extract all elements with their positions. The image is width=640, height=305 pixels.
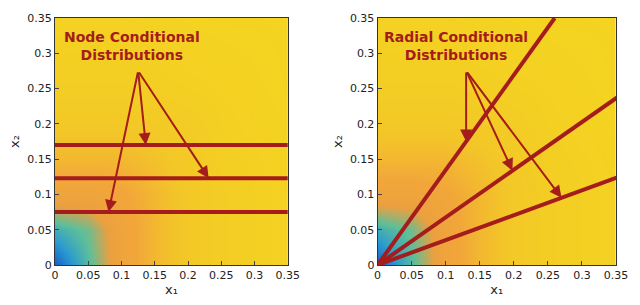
- svg-text:0.2: 0.2: [357, 118, 375, 131]
- svg-text:0.2: 0.2: [505, 269, 523, 282]
- svg-text:0: 0: [367, 259, 374, 272]
- svg-text:x₂: x₂: [330, 135, 345, 148]
- svg-text:0: 0: [374, 269, 381, 282]
- svg-text:0.35: 0.35: [604, 269, 629, 282]
- svg-text:0.1: 0.1: [357, 188, 375, 201]
- svg-text:0.35: 0.35: [350, 12, 375, 25]
- svg-text:0.35: 0.35: [276, 269, 301, 282]
- svg-text:Node ConditionalDistributions: Node ConditionalDistributions: [64, 29, 200, 63]
- svg-text:Radial ConditionalDistribution: Radial ConditionalDistributions: [384, 29, 528, 63]
- svg-text:0.05: 0.05: [350, 224, 375, 237]
- svg-text:0.15: 0.15: [143, 269, 168, 282]
- svg-text:0.25: 0.25: [209, 269, 234, 282]
- svg-text:0: 0: [52, 269, 59, 282]
- svg-text:0.3: 0.3: [357, 47, 375, 60]
- svg-text:0.25: 0.25: [27, 82, 52, 95]
- svg-text:0.3: 0.3: [34, 47, 52, 60]
- svg-text:x₁: x₁: [165, 282, 178, 297]
- svg-text:0.3: 0.3: [573, 269, 591, 282]
- svg-text:0.2: 0.2: [34, 118, 52, 131]
- svg-text:x₁: x₁: [490, 282, 503, 297]
- svg-text:0: 0: [45, 259, 52, 272]
- svg-text:0.05: 0.05: [76, 269, 101, 282]
- svg-text:0.2: 0.2: [179, 269, 197, 282]
- svg-text:0.25: 0.25: [536, 269, 561, 282]
- svg-text:0.25: 0.25: [350, 82, 375, 95]
- svg-text:0.15: 0.15: [350, 153, 375, 166]
- svg-text:x₂: x₂: [7, 135, 22, 148]
- svg-text:0.15: 0.15: [27, 153, 52, 166]
- svg-text:0.35: 0.35: [27, 12, 52, 25]
- svg-text:0.05: 0.05: [27, 224, 52, 237]
- svg-text:0.1: 0.1: [437, 269, 455, 282]
- svg-text:0.05: 0.05: [399, 269, 424, 282]
- svg-text:0.3: 0.3: [246, 269, 264, 282]
- svg-text:0.1: 0.1: [113, 269, 130, 282]
- svg-text:0.1: 0.1: [34, 188, 52, 201]
- svg-text:0.15: 0.15: [468, 269, 493, 282]
